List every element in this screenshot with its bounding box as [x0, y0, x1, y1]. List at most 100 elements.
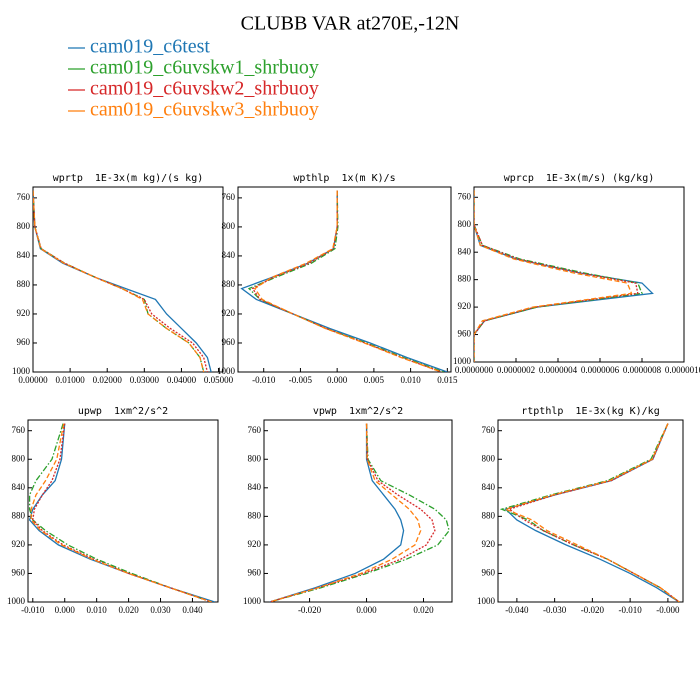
y-tick-label: 840 [17, 250, 31, 260]
y-tick-label: 1000 [453, 356, 472, 366]
y-tick-label: 1000 [217, 366, 236, 376]
x-tick-label: -0.020 [581, 605, 605, 615]
y-tick-label: 1000 [477, 596, 496, 606]
profile-line [28, 423, 212, 602]
profile-line [269, 423, 405, 602]
profile-line [474, 190, 639, 362]
y-tick-label: 920 [12, 539, 26, 549]
x-tick-label: 0.040 [182, 605, 203, 615]
x-tick-label: 0.00000 [18, 375, 48, 385]
profile-line [504, 423, 680, 602]
y-tick-label: 960 [458, 329, 472, 339]
profile-line [33, 190, 205, 372]
x-tick-label: 0.01000 [55, 375, 85, 385]
x-tick-label: 0.000 [356, 605, 377, 615]
y-tick-label: 840 [458, 246, 472, 256]
plot-frame [497, 419, 684, 603]
y-tick-label: 960 [248, 568, 262, 578]
x-tick-label: -0.010 [252, 375, 276, 385]
x-tick-label: 0.020 [118, 605, 139, 615]
profile-line [251, 190, 442, 372]
plot-frame [237, 186, 452, 373]
x-tick-label: 0.0000004 [539, 365, 578, 375]
y-tick-label: 880 [222, 279, 236, 289]
y-tick-label: 880 [248, 510, 262, 520]
x-tick-label: 0.005 [364, 375, 385, 385]
plot-frame [473, 186, 685, 363]
legend-label: cam019_c6uvskw3_shrbuoy [90, 99, 319, 121]
x-tick-label: 0.0000008 [623, 365, 662, 375]
x-tick-label: 0.000 [55, 605, 76, 615]
profile-line [28, 423, 216, 602]
y-tick-label: 760 [222, 192, 236, 202]
panel-title: rtpthlp 1E-3x(kg K)/kg [521, 406, 659, 417]
y-tick-label: 960 [222, 337, 236, 347]
y-tick-label: 800 [222, 221, 236, 231]
x-tick-label: -0.010 [21, 605, 45, 615]
y-tick-label: 920 [458, 301, 472, 311]
profile-line [499, 423, 680, 602]
x-tick-label: 0.010 [87, 605, 108, 615]
y-tick-label: 880 [458, 274, 472, 284]
y-tick-label: 960 [482, 568, 496, 578]
panel-title: wprtp 1E-3x(m kg)/(s kg) [53, 173, 204, 184]
x-tick-label: 0.015 [437, 375, 458, 385]
y-tick-label: 800 [482, 453, 496, 463]
profile-line [474, 190, 633, 362]
x-tick-label: -0.030 [543, 605, 567, 615]
y-tick-label: 760 [248, 425, 262, 435]
y-tick-label: 920 [482, 539, 496, 549]
x-tick-label: 0.04000 [167, 375, 197, 385]
y-tick-label: 1000 [12, 366, 31, 376]
plot-frame [27, 419, 219, 603]
x-tick-label: -0.000 [656, 605, 680, 615]
y-tick-label: 880 [12, 510, 26, 520]
y-tick-label: 1000 [243, 596, 262, 606]
y-tick-label: 880 [17, 279, 31, 289]
panel-title: upwp 1xm^2/s^2 [78, 406, 168, 417]
profile-line [503, 423, 680, 602]
profile-line [33, 190, 205, 372]
y-tick-label: 800 [12, 453, 26, 463]
x-tick-label: 0.0000010 [665, 365, 700, 375]
panel-title: wpthlp 1x(m K)/s [293, 173, 395, 184]
x-tick-label: 0.0000006 [581, 365, 620, 375]
profile-line [30, 423, 212, 602]
y-tick-label: 840 [222, 250, 236, 260]
profile-line [269, 423, 422, 602]
x-tick-label: 0.030 [150, 605, 171, 615]
x-tick-label: 0.020 [413, 605, 434, 615]
panel-title: vpwp 1xm^2/s^2 [313, 406, 403, 417]
y-tick-label: 920 [248, 539, 262, 549]
x-tick-label: -0.040 [505, 605, 529, 615]
profile-line [253, 190, 442, 372]
y-tick-label: 960 [17, 337, 31, 347]
y-tick-label: 800 [17, 221, 31, 231]
y-tick-label: 1000 [7, 596, 26, 606]
y-tick-label: 840 [12, 482, 26, 492]
y-tick-label: 760 [458, 191, 472, 201]
y-tick-label: 840 [248, 482, 262, 492]
x-tick-label: 0.02000 [93, 375, 123, 385]
figure-title: CLUBB VAR at270E,-12N [241, 13, 460, 35]
plot-frame [263, 419, 453, 603]
profile-line [507, 423, 680, 602]
profile-line [247, 190, 444, 372]
profile-line [474, 190, 643, 362]
y-tick-label: 800 [248, 453, 262, 463]
y-tick-label: 760 [17, 192, 31, 202]
x-tick-label: 0.03000 [130, 375, 160, 385]
x-tick-label: -0.005 [289, 375, 313, 385]
profile-line [269, 423, 436, 602]
x-tick-label: -0.010 [619, 605, 643, 615]
y-tick-label: 840 [482, 482, 496, 492]
x-tick-label: 0.010 [400, 375, 421, 385]
panel-title: wprcp 1E-3x(m/s) (kg/kg) [504, 173, 655, 184]
legend-label: cam019_c6uvskw2_shrbuoy [90, 78, 319, 100]
x-tick-label: 0.05000 [204, 375, 234, 385]
y-tick-label: 800 [458, 219, 472, 229]
profile-line [240, 190, 448, 372]
legend-label: cam019_c6test [90, 36, 210, 58]
x-tick-label: -0.020 [298, 605, 322, 615]
profile-line [269, 423, 450, 602]
